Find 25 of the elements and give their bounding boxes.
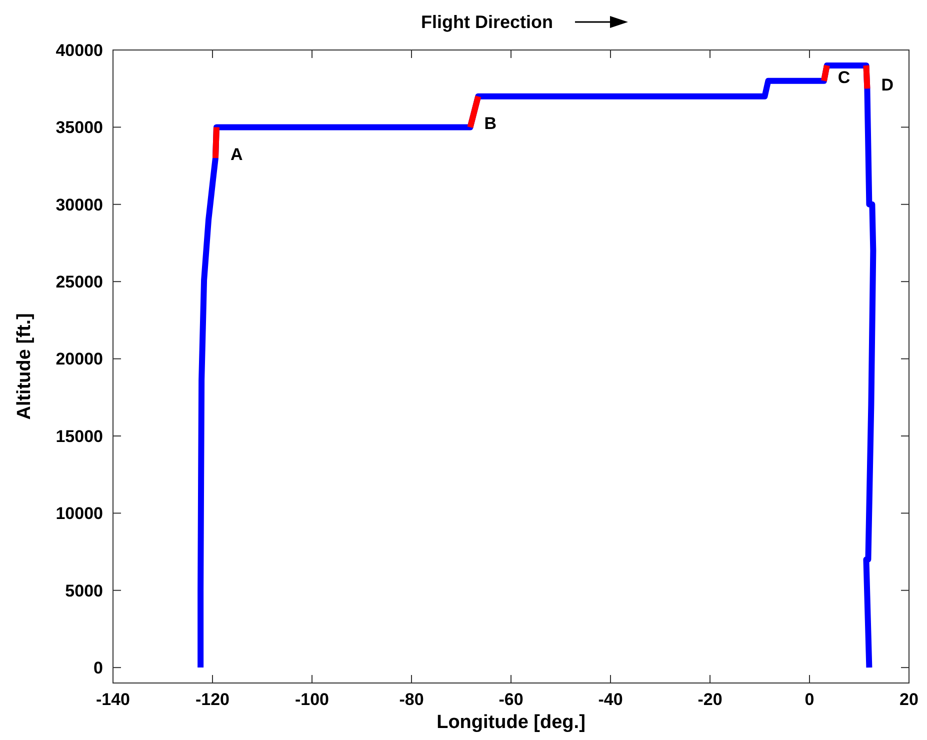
x-tick-label: 20 xyxy=(900,690,918,709)
y-tick-label: 0 xyxy=(94,658,103,678)
y-tick-label: 20000 xyxy=(56,350,103,369)
annotation: A xyxy=(230,145,243,164)
chart-title: Flight Direction xyxy=(421,12,553,32)
y-axis-title: Altitude [ft.] xyxy=(14,313,35,420)
x-tick-label: -60 xyxy=(498,690,524,709)
x-tick-label: -80 xyxy=(399,690,424,709)
y-tick-label: 15000 xyxy=(56,426,103,446)
y-tick-label: 30000 xyxy=(56,195,103,214)
x-tick-label: -120 xyxy=(195,690,230,709)
x-tick-label: -100 xyxy=(294,690,330,709)
annotation: D xyxy=(881,76,894,95)
x-tick-label: -40 xyxy=(598,690,623,709)
annotation: C xyxy=(838,68,850,87)
x-tick-label: -20 xyxy=(698,690,722,709)
y-tick-label: 35000 xyxy=(56,118,103,138)
y-tick-label: 10000 xyxy=(56,504,103,524)
y-tick-label: 5000 xyxy=(65,581,103,600)
annotation: B xyxy=(484,114,496,134)
y-tick-label: 40000 xyxy=(56,40,103,60)
x-tick-label: -140 xyxy=(96,690,130,709)
y-tick-label: 25000 xyxy=(56,272,103,292)
x-axis-title: Longitude [deg.] xyxy=(436,712,586,733)
x-tick-label: 0 xyxy=(804,690,814,709)
